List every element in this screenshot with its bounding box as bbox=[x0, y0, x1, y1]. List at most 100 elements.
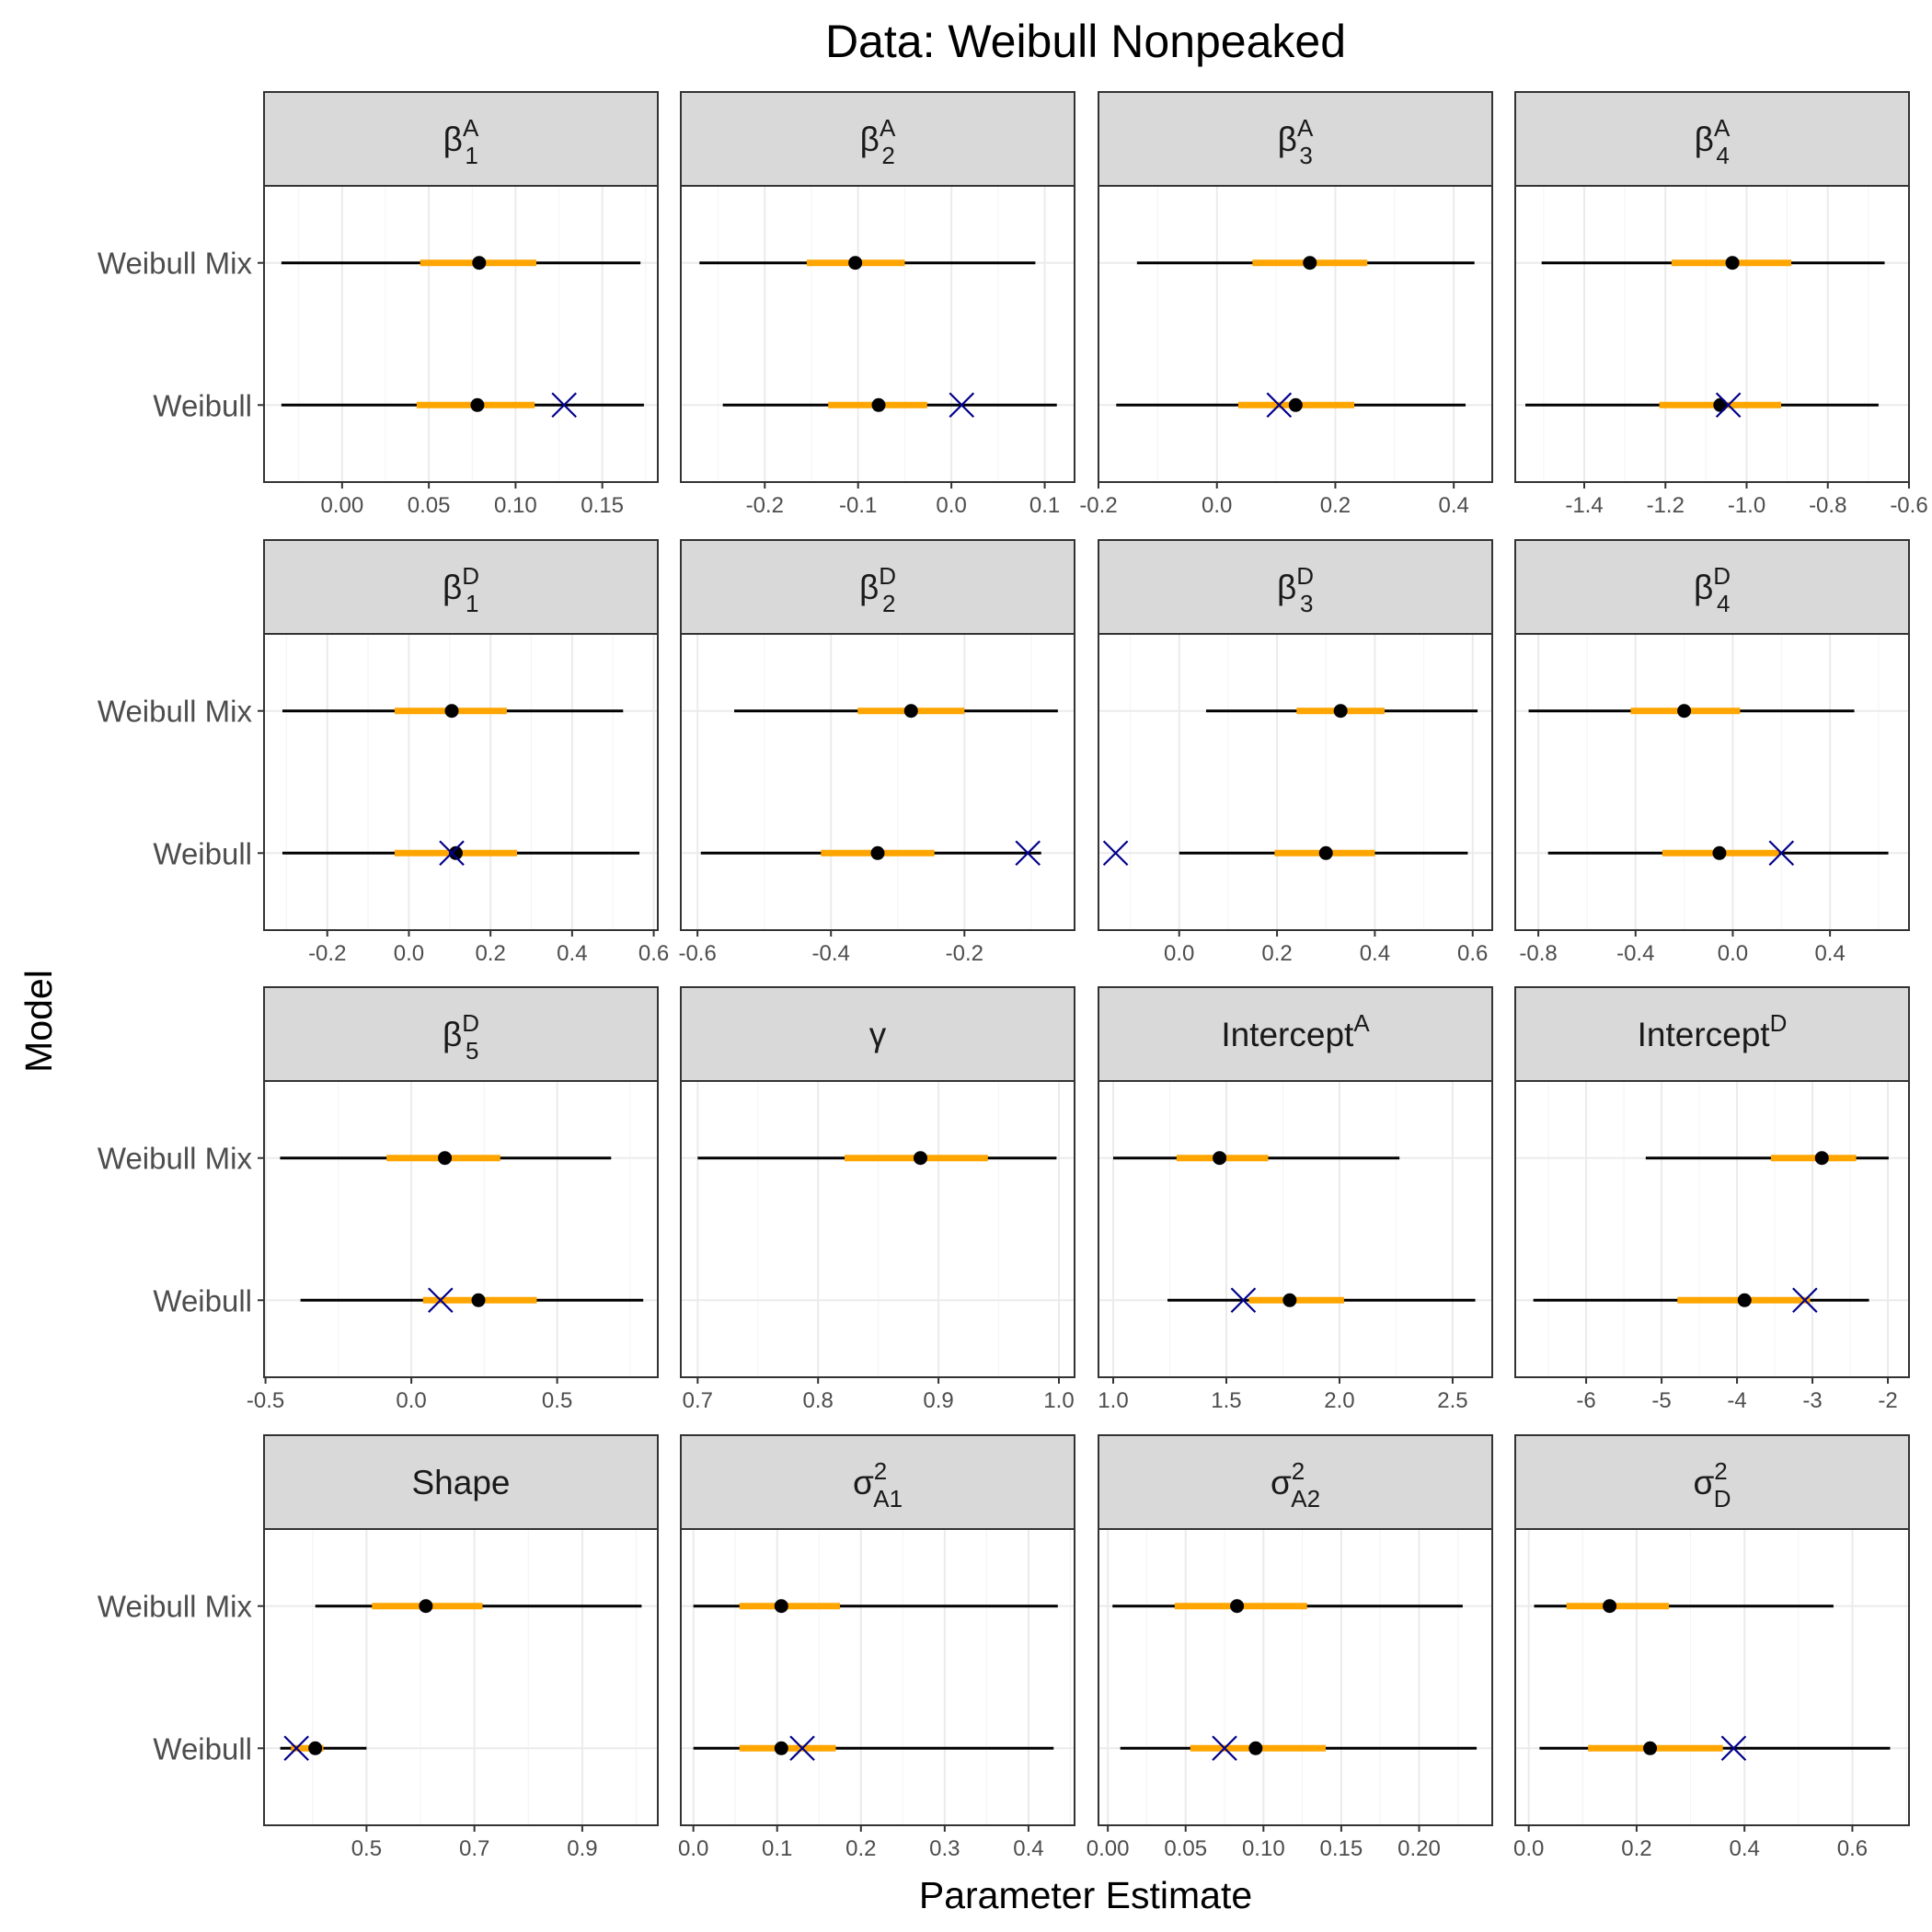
x-tick-label: 0.0 bbox=[1202, 493, 1232, 518]
panel-background bbox=[1515, 1081, 1909, 1377]
facet-panel: InterceptD -6 -5 -4 -3 -2 bbox=[1514, 986, 1910, 1413]
point-estimate bbox=[1643, 1741, 1658, 1755]
facet-label: βA 3 bbox=[1278, 114, 1314, 169]
x-tick-label: 0.0 bbox=[396, 1388, 426, 1413]
facet-strip bbox=[263, 91, 659, 187]
y-axis-title: Model bbox=[17, 970, 60, 1073]
y-tick-label: Weibull Mix bbox=[98, 1142, 253, 1176]
facet-label: βD 3 bbox=[1277, 562, 1314, 617]
facet-label: βD 1 bbox=[443, 562, 479, 617]
x-tick-label: -0.2 bbox=[746, 493, 784, 518]
x-tick-label: 0.20 bbox=[1397, 1836, 1441, 1861]
true-value-marker bbox=[1230, 1287, 1257, 1314]
point-estimate bbox=[913, 1151, 927, 1166]
facet-label: σ2 A2 bbox=[1271, 1457, 1320, 1512]
point-estimate bbox=[1318, 845, 1333, 860]
panel-background bbox=[681, 634, 1075, 930]
chart-title: Data: Weibull Nonpeaked bbox=[825, 16, 1346, 67]
x-tick-label: -0.2 bbox=[308, 941, 346, 966]
x-tick-label: 2.5 bbox=[1437, 1388, 1467, 1413]
facet-label: InterceptD bbox=[1638, 1009, 1788, 1053]
x-tick-label: -0.4 bbox=[1616, 941, 1654, 966]
facet-label: γ bbox=[869, 1016, 887, 1053]
true-value-marker bbox=[1015, 840, 1041, 867]
true-value-marker bbox=[439, 840, 465, 867]
point-estimate bbox=[308, 1741, 323, 1755]
point-estimate bbox=[1230, 1599, 1245, 1614]
y-tick-label: Weibull bbox=[153, 1731, 252, 1765]
panel-background bbox=[264, 186, 658, 482]
x-tick-label: 0.0 bbox=[936, 493, 966, 518]
x-tick-label: 0.2 bbox=[1320, 493, 1351, 518]
facet-strip bbox=[263, 1434, 659, 1530]
x-tick-label: -0.2 bbox=[946, 941, 983, 966]
facet-strip bbox=[1514, 986, 1910, 1082]
x-tick-label: 0.00 bbox=[1087, 1836, 1130, 1861]
true-value-marker bbox=[1715, 392, 1742, 419]
panel-border bbox=[680, 1080, 1075, 1378]
x-tick-label: 0.1 bbox=[1029, 493, 1060, 518]
point-estimate bbox=[1814, 1151, 1829, 1166]
x-tick-label: 0.7 bbox=[683, 1388, 713, 1413]
point-estimate bbox=[471, 1293, 486, 1307]
y-tick-label: Weibull Mix bbox=[98, 695, 253, 729]
x-tick-label: -1.4 bbox=[1565, 493, 1603, 518]
x-tick-label: 0.5 bbox=[351, 1836, 382, 1861]
x-tick-label: 0.9 bbox=[923, 1388, 953, 1413]
panel-border bbox=[1514, 1080, 1910, 1378]
x-tick-label: -6 bbox=[1576, 1388, 1595, 1413]
x-tick-label: 0.0 bbox=[1513, 1836, 1544, 1861]
x-tick-label: 0.2 bbox=[845, 1836, 876, 1861]
true-value-marker bbox=[1768, 840, 1795, 867]
panel-border bbox=[1514, 185, 1910, 483]
x-tick-label: 0.4 bbox=[1814, 941, 1845, 966]
point-estimate bbox=[848, 256, 863, 270]
x-tick-label: 0.4 bbox=[1013, 1836, 1043, 1861]
point-estimate bbox=[438, 1151, 453, 1166]
x-tick-label: 0.4 bbox=[557, 941, 587, 966]
panel-background bbox=[681, 186, 1075, 482]
facet-strip bbox=[680, 1434, 1075, 1530]
point-estimate bbox=[1603, 1599, 1617, 1614]
point-estimate bbox=[444, 704, 459, 719]
facet-panel: σ2 A1 0.0 0.1 0.2 0.3 0.4 bbox=[678, 1434, 1075, 1861]
x-tick-label: -1.2 bbox=[1647, 493, 1685, 518]
true-value-marker bbox=[283, 1735, 309, 1762]
x-tick-label: 1.0 bbox=[1098, 1388, 1128, 1413]
facet-panel: βD 4 -0.8 -0.4 0.0 0.4 bbox=[1514, 539, 1910, 966]
facet-strip bbox=[263, 986, 659, 1082]
point-estimate bbox=[1725, 256, 1740, 270]
panel-background bbox=[681, 1529, 1075, 1825]
facet-panel: σ2 D 0.0 0.2 0.4 0.6 bbox=[1513, 1434, 1910, 1861]
point-estimate bbox=[448, 845, 463, 860]
panel-border bbox=[680, 185, 1075, 483]
facet-strip bbox=[1514, 91, 1910, 187]
panel-background bbox=[1515, 1529, 1909, 1825]
y-tick-label: Weibull bbox=[153, 836, 252, 870]
true-value-marker bbox=[551, 392, 577, 419]
facet-strip bbox=[680, 986, 1075, 1082]
panel-border bbox=[263, 185, 659, 483]
point-estimate bbox=[1288, 397, 1303, 412]
true-value-marker bbox=[428, 1287, 454, 1314]
facet-label: βA 2 bbox=[860, 114, 896, 169]
x-tick-label: 0.2 bbox=[475, 941, 505, 966]
panel-border bbox=[1098, 1080, 1493, 1378]
point-estimate bbox=[1213, 1151, 1227, 1166]
panel-background bbox=[1098, 1529, 1492, 1825]
true-value-marker bbox=[789, 1735, 815, 1762]
facet-strip bbox=[680, 539, 1075, 635]
facet-panel: βA 1 0.00 0.05 0.10 0.15 Weibull Mix Weibull bbox=[98, 91, 659, 518]
x-tick-label: -0.5 bbox=[247, 1388, 284, 1413]
panel-border bbox=[263, 1528, 659, 1826]
x-tick-label: 0.0 bbox=[1164, 941, 1194, 966]
x-tick-label: 0.9 bbox=[567, 1836, 597, 1861]
x-tick-label: -0.1 bbox=[839, 493, 877, 518]
facet-label: Shape bbox=[412, 1464, 511, 1501]
x-tick-label: 0.00 bbox=[320, 493, 363, 518]
x-tick-label: 2.0 bbox=[1324, 1388, 1354, 1413]
panel-background bbox=[1515, 634, 1909, 930]
facet-strip bbox=[1098, 91, 1493, 187]
point-estimate bbox=[470, 397, 485, 412]
